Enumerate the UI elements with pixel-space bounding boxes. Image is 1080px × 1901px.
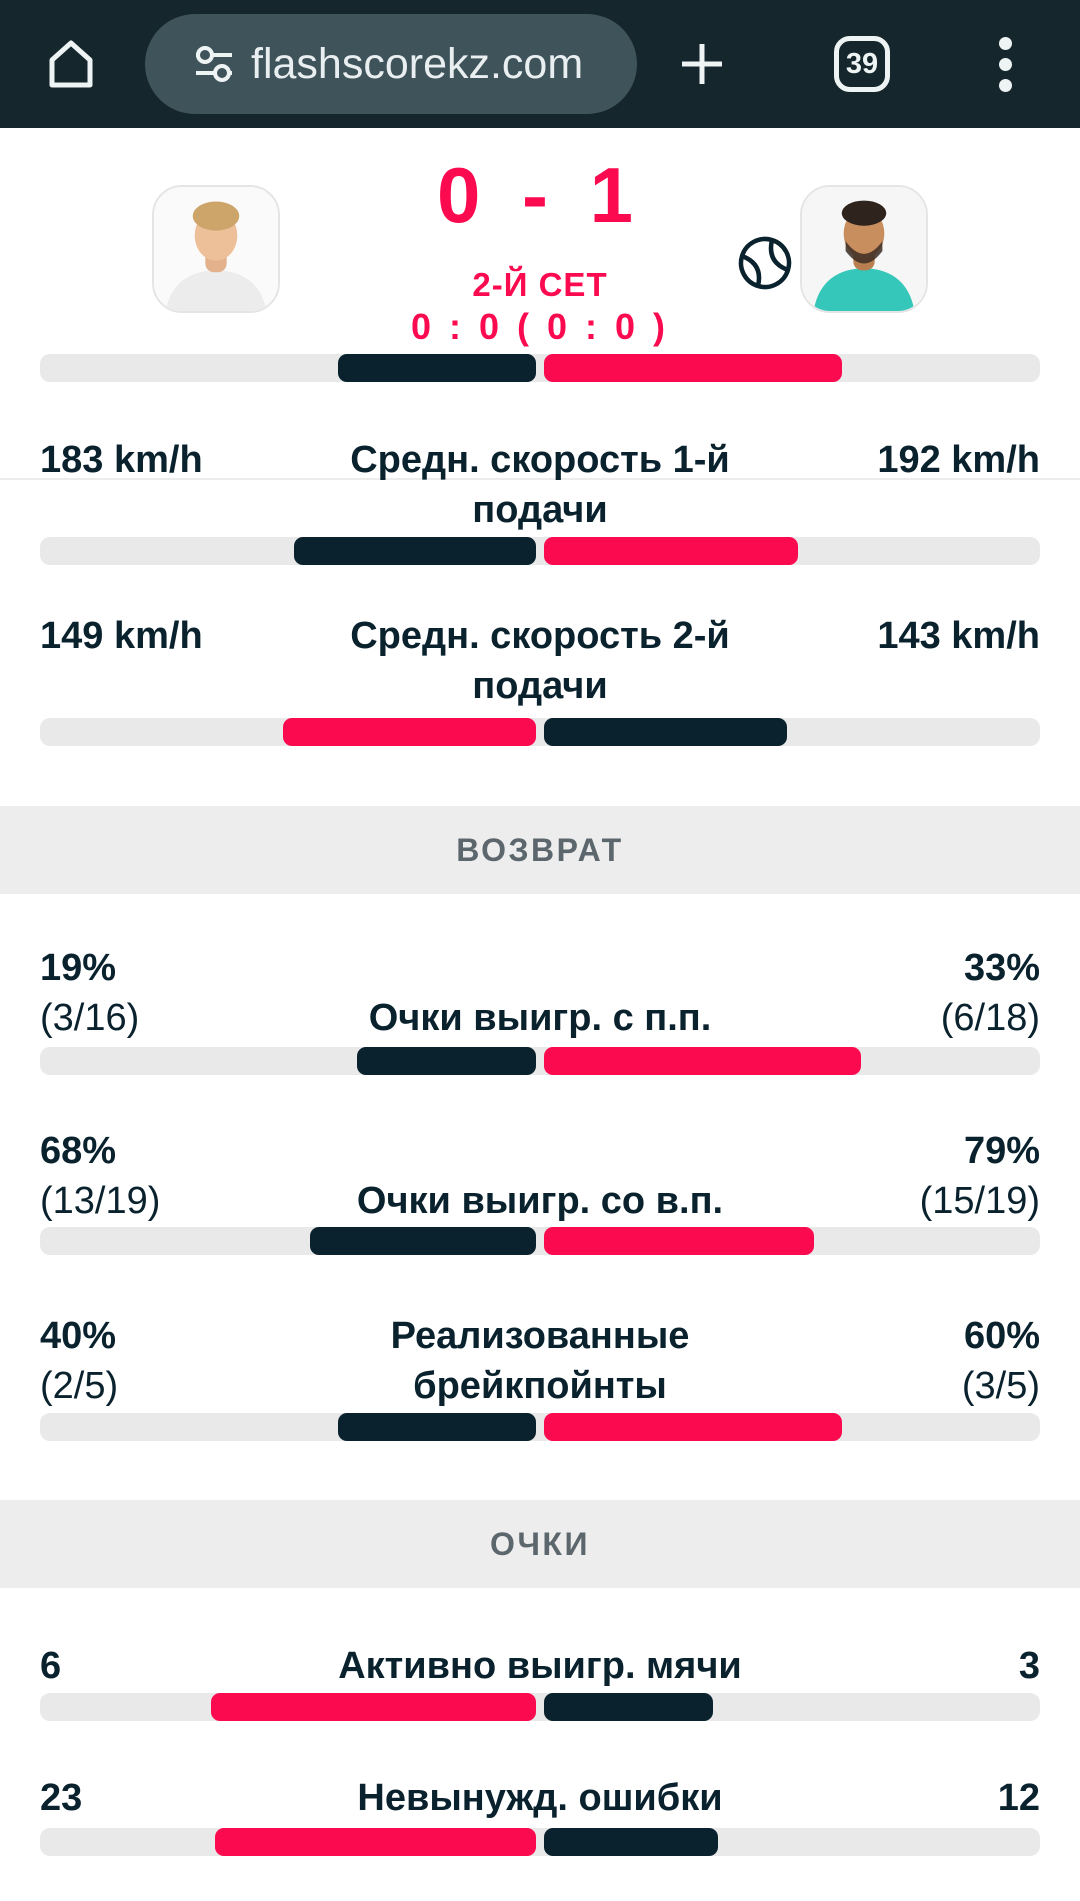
stat-row-avg-1st-serve-speed: 183 km/h Средн. скорость 1-й 192 km/h по… bbox=[0, 436, 1080, 566]
away-value-detail: (15/19) bbox=[919, 1180, 1040, 1222]
stat-row-partial bbox=[0, 354, 1080, 382]
stat-bar-home-segment bbox=[357, 1047, 536, 1075]
stat-bar bbox=[40, 718, 1040, 746]
away-value-detail: (3/5) bbox=[961, 1365, 1040, 1407]
stat-bar-away-segment bbox=[544, 1413, 842, 1441]
plus-icon bbox=[682, 44, 722, 84]
stat-bar bbox=[40, 1693, 1040, 1721]
section-header-return: ВОЗВРАТ bbox=[0, 806, 1080, 894]
match-header: 0 - 1 2-Й СЕТ 0 : 0 ( 0 : 0 ) bbox=[0, 128, 1080, 480]
home-value-detail: (2/5) bbox=[40, 1365, 119, 1407]
home-player-avatar[interactable] bbox=[152, 185, 280, 313]
stat-row-avg-2nd-serve-speed: 149 km/h Средн. скорость 2-й 143 km/h по… bbox=[0, 612, 1080, 747]
stat-bar bbox=[40, 354, 1040, 382]
kebab-dot bbox=[999, 37, 1012, 50]
current-set-label: 2-Й СЕТ bbox=[472, 266, 608, 303]
kebab-dot bbox=[999, 79, 1012, 92]
tab-switcher-button[interactable]: 39 bbox=[834, 36, 890, 92]
stat-bar-away-segment bbox=[544, 354, 842, 382]
stat-bar-away-segment bbox=[544, 537, 798, 565]
home-value: 23 bbox=[40, 1777, 83, 1819]
stat-label-line2: брейкпойнты bbox=[413, 1365, 667, 1407]
home-value: 6 bbox=[40, 1645, 62, 1687]
section-title: ОЧКИ bbox=[490, 1526, 590, 1562]
stat-row-break-points-converted: 40% Реализованные 60% (2/5) брейкпойнты … bbox=[0, 1312, 1080, 1442]
home-value: 68% bbox=[40, 1130, 117, 1172]
stat-bar-away-segment bbox=[544, 718, 788, 746]
away-player-photo bbox=[802, 187, 926, 311]
away-value: 33% bbox=[963, 947, 1040, 989]
section-title: ВОЗВРАТ bbox=[456, 832, 624, 868]
stat-label: Очки выигр. со в.п. bbox=[356, 1180, 724, 1222]
stat-label-line2: подачи bbox=[472, 665, 608, 707]
browser-menu-button[interactable] bbox=[999, 37, 1013, 93]
stat-label: Очки выигр. с п.п. bbox=[368, 997, 712, 1039]
section-header-points: ОЧКИ bbox=[0, 1500, 1080, 1588]
home-player-photo bbox=[154, 187, 278, 311]
stat-bar-home-segment bbox=[293, 537, 536, 565]
stat-bar bbox=[40, 1047, 1040, 1075]
new-tab-button[interactable] bbox=[678, 40, 726, 88]
home-value: 183 km/h bbox=[40, 439, 203, 481]
away-value: 192 km/h bbox=[877, 439, 1040, 481]
stat-bar-home-segment bbox=[337, 354, 536, 382]
stat-bar-away-segment bbox=[544, 1227, 815, 1255]
url-text[interactable]: flashscorekz.com bbox=[251, 40, 584, 88]
divider bbox=[0, 478, 1080, 480]
stat-bar-home-segment bbox=[283, 718, 536, 746]
stat-label-line1: Реализованные bbox=[390, 1315, 690, 1357]
home-value: 149 km/h bbox=[40, 615, 203, 657]
stat-row-winners: 6 Активно выигр. мячи 3 bbox=[0, 1642, 1080, 1722]
home-value: 40% bbox=[40, 1315, 117, 1357]
stat-label: Активно выигр. мячи bbox=[338, 1645, 742, 1687]
stat-row-points-won-2nd-serve: 68% 79% (13/19) Очки выигр. со в.п. (15/… bbox=[0, 1127, 1080, 1256]
home-button[interactable] bbox=[44, 36, 98, 92]
tab-count: 39 bbox=[845, 48, 879, 80]
away-value: 79% bbox=[963, 1130, 1040, 1172]
kebab-dot bbox=[999, 58, 1012, 71]
stat-bar bbox=[40, 1413, 1040, 1441]
stat-bar-away-segment bbox=[544, 1693, 713, 1721]
url-bar[interactable]: flashscorekz.com bbox=[145, 14, 637, 114]
away-value: 12 bbox=[997, 1777, 1040, 1819]
stat-bar-home-segment bbox=[211, 1693, 536, 1721]
current-game-score: 0 : 0 ( 0 : 0 ) bbox=[410, 306, 670, 347]
stat-bar-away-segment bbox=[544, 1047, 862, 1075]
away-value: 60% bbox=[963, 1315, 1040, 1357]
stat-row-unforced-errors: 23 Невынужд. ошибки 12 bbox=[0, 1774, 1080, 1857]
stat-label-line2: подачи bbox=[472, 489, 608, 531]
away-player-avatar[interactable] bbox=[800, 185, 928, 313]
stat-bar-away-segment bbox=[544, 1828, 718, 1856]
stat-row-points-won-1st-serve: 19% 33% (3/16) Очки выигр. с п.п. (6/18) bbox=[0, 944, 1080, 1076]
tennis-ball-icon bbox=[738, 236, 792, 290]
home-value-detail: (3/16) bbox=[40, 997, 140, 1039]
tune-icon bbox=[196, 46, 232, 82]
stat-bar bbox=[40, 537, 1040, 565]
home-icon bbox=[49, 40, 93, 88]
home-value-detail: (13/19) bbox=[40, 1180, 161, 1222]
away-value-detail: (6/18) bbox=[940, 997, 1040, 1039]
away-value: 143 km/h bbox=[877, 615, 1040, 657]
away-value: 3 bbox=[1018, 1645, 1040, 1687]
stat-bar-home-segment bbox=[310, 1227, 536, 1255]
match-score: 0 - 1 bbox=[436, 151, 644, 239]
stat-bar bbox=[40, 1227, 1040, 1255]
home-value: 19% bbox=[40, 947, 117, 989]
stat-label-line1: Средн. скорость 1-й bbox=[350, 439, 730, 481]
stat-bar-home-segment bbox=[337, 1413, 536, 1441]
stat-label-line1: Средн. скорость 2-й bbox=[350, 615, 730, 657]
stat-bar-home-segment bbox=[215, 1828, 536, 1856]
stat-bar bbox=[40, 1828, 1040, 1856]
browser-top-bar: flashscorekz.com 39 bbox=[0, 0, 1080, 128]
stat-label: Невынужд. ошибки bbox=[357, 1777, 723, 1819]
